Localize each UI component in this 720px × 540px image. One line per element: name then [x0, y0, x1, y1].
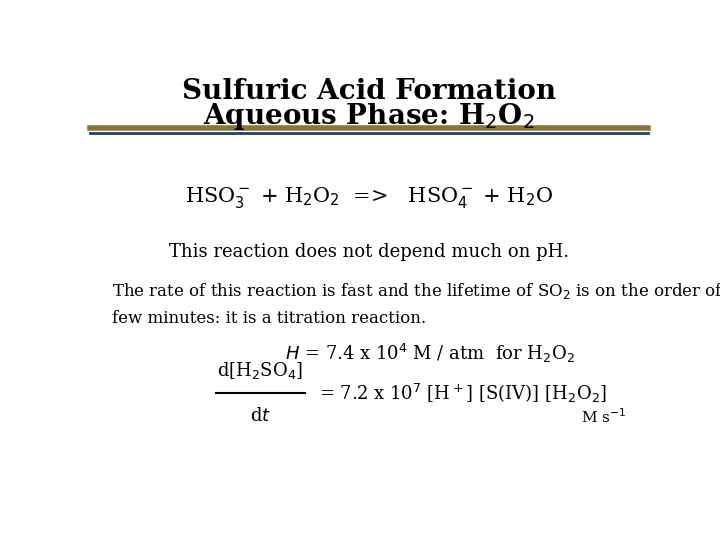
- Text: M s$^{-1}$: M s$^{-1}$: [581, 407, 626, 426]
- Text: Aqueous Phase: H$_2$O$_2$: Aqueous Phase: H$_2$O$_2$: [203, 102, 535, 132]
- Text: d[H$_2$SO$_4$]: d[H$_2$SO$_4$]: [217, 360, 303, 381]
- Text: $\mathit{H}$ = 7.4 x 10$^4$ M / atm  for H$_2$O$_2$: $\mathit{H}$ = 7.4 x 10$^4$ M / atm for …: [285, 342, 575, 366]
- Text: This reaction does not depend much on pH.: This reaction does not depend much on pH…: [169, 243, 569, 261]
- Text: few minutes: it is a titration reaction.: few minutes: it is a titration reaction.: [112, 310, 426, 327]
- Text: HSO$_3^-$ + H$_2$O$_2$  =>   HSO$_4^-$ + H$_2$O: HSO$_3^-$ + H$_2$O$_2$ => HSO$_4^-$ + H$…: [185, 185, 553, 211]
- Text: d$\mathit{t}$: d$\mathit{t}$: [250, 407, 271, 425]
- Text: The rate of this reaction is fast and the lifetime of SO$_2$ is on the order of : The rate of this reaction is fast and th…: [112, 281, 720, 302]
- Text: = 7.2 x 10$^7$ [H$^+$] [S(IV)] [H$_2$O$_2$]: = 7.2 x 10$^7$ [H$^+$] [S(IV)] [H$_2$O$_…: [319, 382, 607, 405]
- Text: Sulfuric Acid Formation: Sulfuric Acid Formation: [182, 78, 556, 105]
